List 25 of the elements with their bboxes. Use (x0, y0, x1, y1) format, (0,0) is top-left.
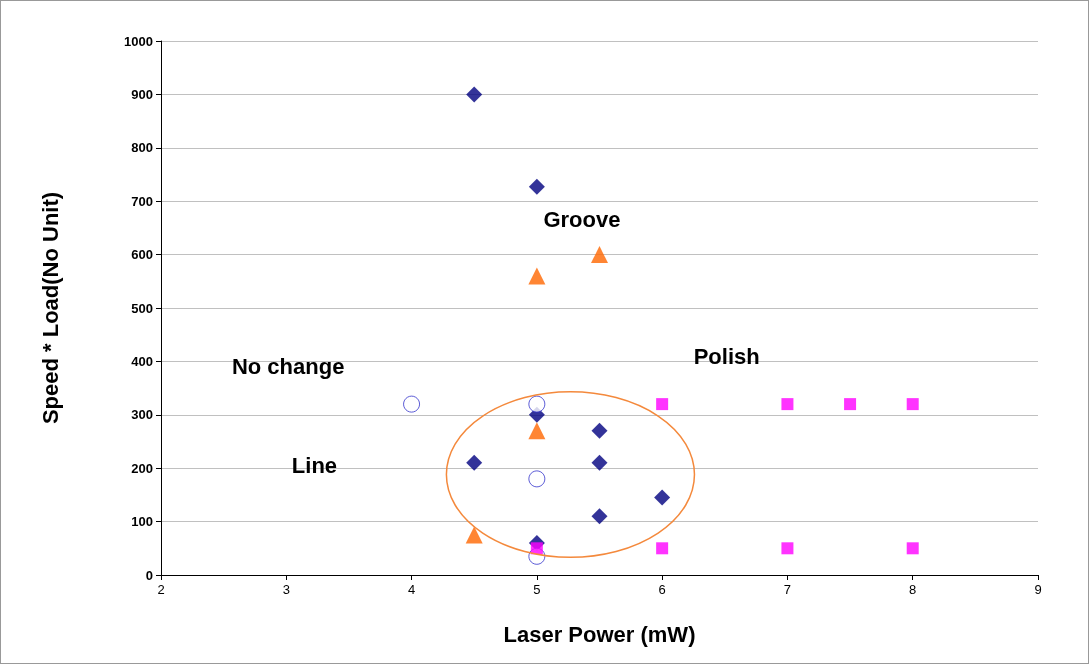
x-tick-label: 7 (783, 582, 792, 597)
y-tick-label: 300 (131, 407, 153, 423)
y-tick-label: 500 (131, 300, 153, 316)
y-tick-label: 200 (131, 460, 153, 476)
x-tick-label: 6 (658, 582, 666, 597)
y-tick-label: 100 (131, 514, 153, 530)
annotation: Groove (543, 207, 621, 233)
x-tick-label: 4 (407, 582, 416, 597)
x-tick-label: 9 (1034, 582, 1042, 597)
y-axis-title: Speed * Load(No Unit) (37, 191, 63, 425)
y-tick-label: 1000 (124, 33, 153, 49)
y-tick-label: 700 (131, 193, 153, 209)
y-tick-label: 600 (131, 247, 153, 263)
annotation: No change (231, 354, 345, 380)
y-tick-label: 0 (145, 567, 153, 583)
y-tick-label: 800 (131, 140, 153, 156)
x-tick-label: 5 (533, 582, 541, 597)
x-tick-label: 8 (909, 582, 917, 597)
x-tick-label: 3 (282, 582, 290, 597)
y-tick-label: 900 (131, 86, 153, 102)
y-tick-label: 400 (131, 353, 153, 369)
x-axis-title: Laser Power (mW) (503, 621, 696, 647)
annotation: Line (291, 453, 338, 479)
x-tick-label: 2 (157, 582, 165, 597)
annotation: Polish (693, 343, 760, 369)
